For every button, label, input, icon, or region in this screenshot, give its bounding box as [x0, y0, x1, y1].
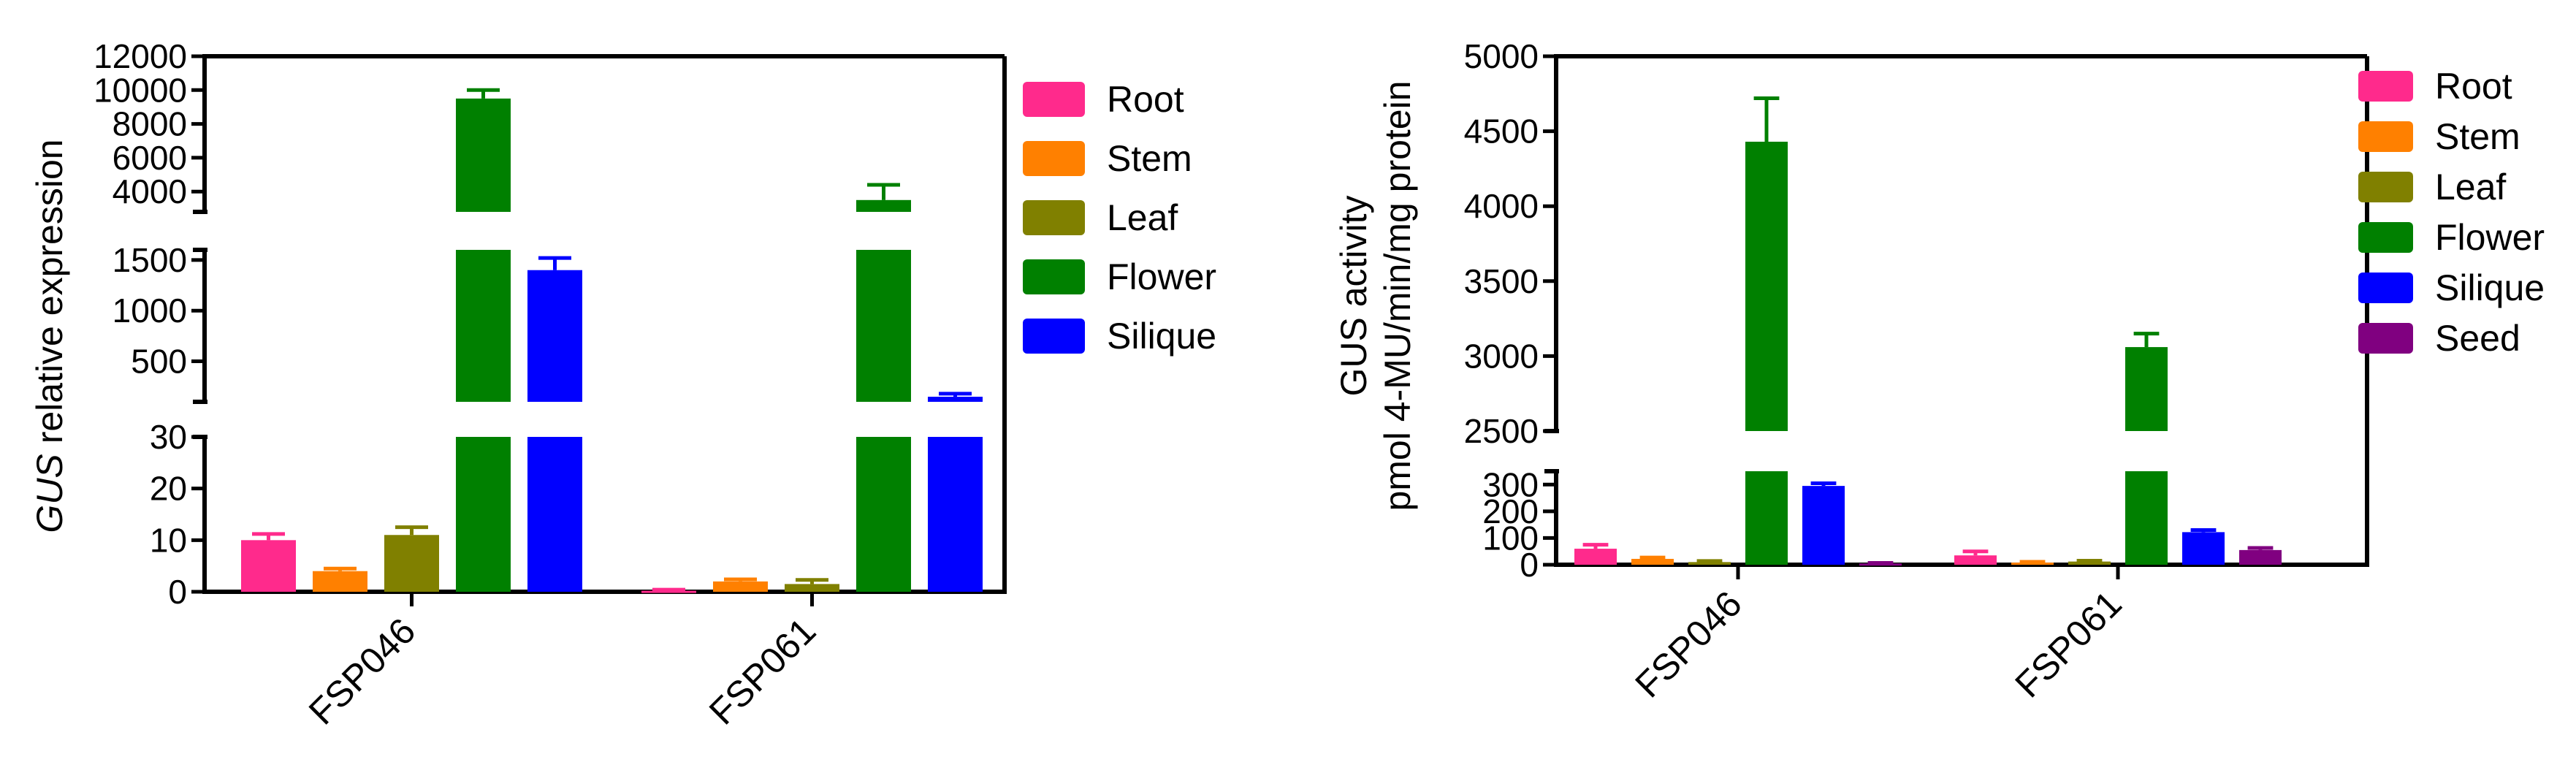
chart2-bar-root: [1954, 555, 1997, 565]
chart2-y-tick-label: 3500: [1464, 262, 1539, 300]
chart1-bar-root: [241, 540, 296, 592]
chart1-bar-silique: [928, 397, 983, 402]
chart2-legend-swatch-seed: [2358, 323, 2413, 354]
chart2-legend-label: Flower: [2435, 217, 2545, 258]
chart1-y-tick-label: 10: [150, 521, 187, 559]
chart1-bar-flower: [456, 437, 511, 592]
chart1-bar-silique: [527, 270, 582, 402]
chart2-bar-stem: [2011, 563, 2054, 565]
chart1-y-tick-label: 10000: [94, 71, 187, 109]
chart1-y-tick-label: 8000: [113, 105, 187, 143]
chart2-legend-swatch-flower: [2358, 222, 2413, 253]
chart2-legend-label: Stem: [2435, 116, 2520, 157]
chart1-y-tick-label: 1000: [113, 292, 187, 329]
chart1-x-tick-label: FSP046: [301, 610, 423, 732]
chart2-legend-label: Root: [2435, 66, 2512, 107]
chart1-y-tick-label: 1500: [113, 241, 187, 279]
chart1-y-tick-label: 30: [150, 418, 187, 456]
chart1-y-tick-label: 6000: [113, 139, 187, 177]
chart2-y-tick-label: 200: [1482, 492, 1539, 530]
chart2-legend-swatch-stem: [2358, 121, 2413, 152]
chart2-bar-root: [1574, 549, 1617, 565]
chart2-y-tick-label: 3000: [1464, 337, 1539, 375]
chart2-x-tick-label: FSP061: [2007, 583, 2129, 705]
chart2-y-tick-label: 300: [1482, 465, 1539, 503]
chart2-y-tick-label: 0: [1520, 546, 1539, 584]
chart1-bar-leaf: [785, 584, 839, 592]
chart2-bar-seed: [2239, 549, 2282, 565]
chart2-legend-label: Seed: [2435, 318, 2520, 359]
chart2-bar-silique: [1802, 486, 1845, 565]
chart1-legend-swatch-root: [1023, 82, 1085, 117]
chart2-bar-flower: [1745, 471, 1788, 565]
chart2-bar-silique: [2182, 532, 2225, 565]
chart2-y-axis-label-line2: pmol 4-MU/min/mg protein: [1377, 80, 1418, 511]
chart1-bar-silique: [928, 437, 983, 592]
chart1-bar-stem: [313, 571, 367, 592]
chart2-bar-flower: [2125, 471, 2168, 565]
chart2-legend-label: Silique: [2435, 267, 2545, 308]
chart2-legend-swatch-leaf: [2358, 172, 2413, 202]
chart2-bar-flower: [2125, 347, 2168, 431]
chart1-bar-silique: [527, 437, 582, 592]
chart2-bar-stem: [1631, 558, 1674, 565]
chart1-legend-swatch-flower: [1023, 259, 1085, 294]
chart1-x-tick-label: FSP061: [701, 610, 823, 732]
chart1-bar-stem: [713, 581, 768, 592]
chart2-y-tick-label: 4500: [1464, 113, 1539, 151]
chart1-y-tick-label: 0: [168, 573, 187, 611]
chart1-y-tick-label: 4000: [113, 172, 187, 210]
chart1-bar-root: [641, 590, 696, 593]
chart1-legend-swatch-stem: [1023, 141, 1085, 176]
chart1-bar-flower: [856, 250, 911, 402]
chart2-legend-label: Leaf: [2435, 167, 2506, 207]
chart2-legend-swatch-root: [2358, 71, 2413, 102]
chart1-y-tick-label: 20: [150, 470, 187, 508]
chart2-x-tick-label: FSP046: [1627, 583, 1749, 705]
chart1-legend-label: Flower: [1107, 256, 1216, 297]
chart2-legend-swatch-silique: [2358, 273, 2413, 303]
chart1-legend-swatch-leaf: [1023, 200, 1085, 235]
chart1-legend-swatch-silique: [1023, 319, 1085, 354]
chart2-y-tick-label: 4000: [1464, 187, 1539, 225]
chart1-bar-flower: [856, 199, 911, 212]
chart2-bar-flower: [1745, 141, 1788, 432]
chart1-legend-label: Root: [1107, 79, 1184, 120]
chart1-y-tick-label: 12000: [94, 37, 187, 75]
chart1-y-axis-label: GUS relative expression: [29, 139, 70, 533]
chart2-y-tick-label: 2500: [1464, 412, 1539, 450]
chart1-legend-label: Leaf: [1107, 197, 1178, 238]
chart2-y-tick-label: 5000: [1464, 37, 1539, 75]
chart2-bar-leaf: [1688, 562, 1731, 565]
chart2-y-tick-label: 100: [1482, 519, 1539, 557]
chart1-legend-label: Silique: [1107, 316, 1216, 357]
chart2-y-axis-label-line1: GUS activity: [1333, 195, 1374, 396]
chart1-y-tick-label: 500: [131, 343, 187, 381]
chart1-bar-flower: [856, 437, 911, 592]
chart1-legend-label: Stem: [1107, 138, 1192, 179]
chart1-bar-flower: [456, 250, 511, 402]
chart2-bar-leaf: [2068, 561, 2111, 565]
chart1-bar-flower: [456, 98, 511, 212]
chart1-bar-leaf: [384, 535, 439, 592]
